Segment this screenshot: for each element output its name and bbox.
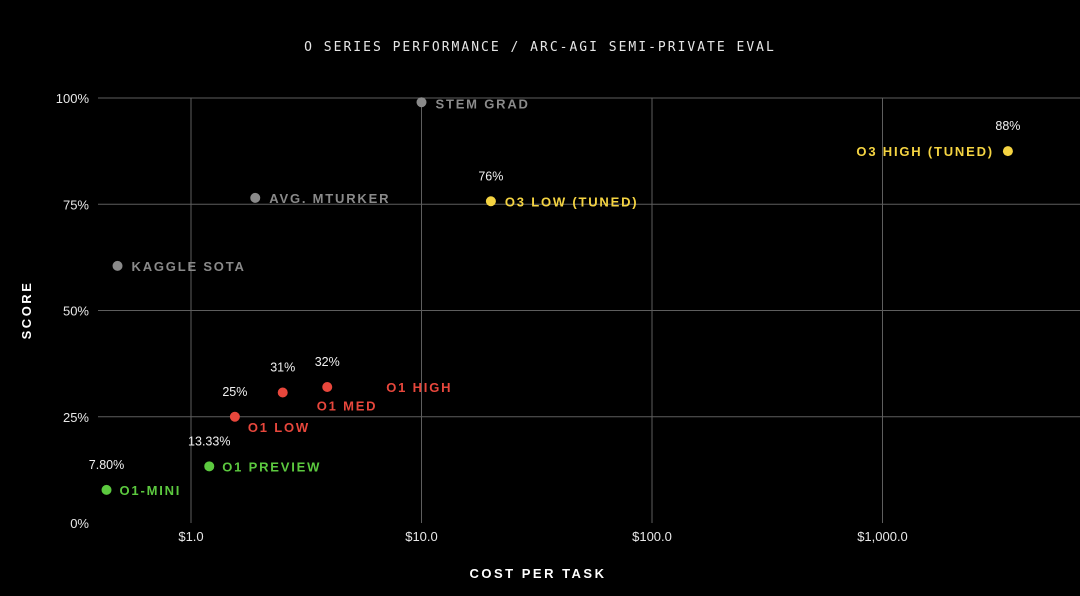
- point-avg-mturker: [250, 192, 261, 203]
- point-label-kaggle-sota: KAGGLE SOTA: [132, 259, 246, 274]
- point-o3-low-tuned: [485, 196, 496, 207]
- value-label-o1-med: 31%: [270, 361, 295, 375]
- point-label-avg-mturker: AVG. MTURKER: [269, 191, 390, 206]
- point-label-o1-med: O1 MED: [317, 399, 378, 414]
- point-label-o3-high-tuned: O3 HIGH (TUNED): [856, 144, 994, 159]
- x-tick-label: $100.0: [632, 529, 672, 544]
- point-o1-preview: [204, 461, 215, 472]
- value-label-o3-low-tuned: 76%: [478, 169, 503, 183]
- axis-ticks: 0% 25% 50% 75% 100% $1.0 $10.0 $100.0 $1,000.0: [56, 91, 908, 544]
- point-label-o1-low: O1 LOW: [248, 420, 310, 435]
- y-tick-label: 25%: [63, 410, 89, 425]
- y-tick-label: 50%: [63, 304, 89, 319]
- point-o3-high-tuned: [1002, 146, 1013, 157]
- point-label-o1-high: O1 HIGH: [386, 380, 452, 395]
- point-stem-grad: [416, 97, 427, 108]
- x-tick-label: $10.0: [405, 529, 438, 544]
- point-o1-high: [322, 382, 333, 392]
- grid-lines: [98, 97, 1080, 523]
- y-tick-label: 75%: [63, 197, 89, 212]
- point-label-o3-low-tuned: O3 LOW (TUNED): [505, 194, 639, 209]
- y-axis-title: SCORE: [19, 281, 34, 340]
- value-label-o1-mini: 7.80%: [89, 458, 124, 472]
- point-label-o1-mini: O1-MINI: [120, 483, 182, 498]
- value-label-o3-high-tuned: 88%: [995, 119, 1020, 133]
- point-o1-low: [229, 411, 240, 422]
- value-label-o1-low: 25%: [222, 385, 247, 399]
- x-tick-label: $1.0: [178, 529, 203, 544]
- value-label-o1-preview: 13.33%: [188, 434, 230, 448]
- y-tick-label: 100%: [56, 91, 90, 106]
- point-o1-med: [277, 387, 288, 398]
- point-label-o1-preview: O1 PREVIEW: [222, 459, 321, 474]
- point-label-stem-grad: STEM GRAD: [436, 96, 530, 111]
- point-kaggle-sota: [112, 260, 123, 271]
- y-tick-label: 0%: [70, 516, 89, 531]
- point-o1-mini: [101, 484, 112, 495]
- chart-title: O SERIES PERFORMANCE / ARC-AGI SEMI-PRIV…: [304, 40, 776, 55]
- data-points: STEM GRAD AVG. MTURKER KAGGLE SOTA O3 HIGH …: [89, 96, 1021, 498]
- value-label-o1-high: 32%: [315, 355, 340, 369]
- x-axis-title: COST PER TASK: [470, 566, 607, 581]
- x-tick-label: $1,000.0: [857, 529, 908, 544]
